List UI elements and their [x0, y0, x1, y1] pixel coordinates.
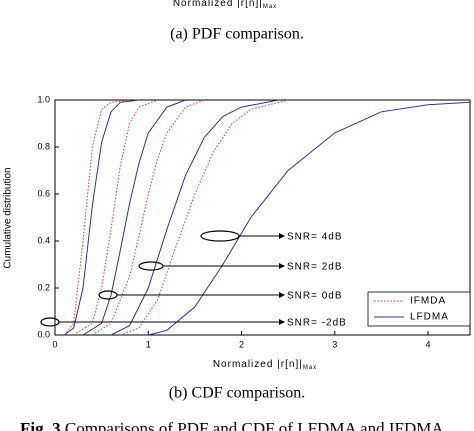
legend-label: LFDMA	[410, 312, 449, 323]
cdf-line	[82, 99, 186, 336]
annotation-label: SNR= 4dB	[287, 232, 343, 243]
legend-box	[367, 291, 471, 327]
figure-caption-text: Comparisons of PDF and CDF of LFDMA and …	[61, 419, 445, 431]
y-tick-label: 0.8	[37, 141, 50, 151]
legend-label: IFMDA	[410, 296, 446, 307]
x-axis-label: Normalized |r[n]|Max	[213, 359, 317, 371]
y-tick-label: 0.6	[37, 188, 50, 198]
annotation-label: SNR= -2dB	[287, 318, 347, 329]
x-tick-label: 0	[52, 339, 57, 349]
annotation-ellipse	[40, 317, 60, 327]
x-tick-label: 1	[146, 339, 151, 349]
y-tick-label: 0.4	[37, 235, 50, 245]
x-axis-label-text: Normalized |r[n]|	[213, 359, 303, 370]
y-tick-label: 0.0	[37, 329, 50, 339]
top-axis-label-text: Normalized |r[n]|	[173, 0, 263, 9]
annotation-ellipse	[138, 261, 164, 271]
cdf-line	[63, 99, 130, 336]
x-tick-label: 2	[239, 339, 244, 349]
x-tick-label: 3	[332, 339, 337, 349]
y-tick-label: 0.2	[37, 282, 50, 292]
cdf-line	[92, 99, 205, 336]
cdf-line	[148, 101, 471, 336]
y-axis-label: Cumulative distribution	[3, 167, 14, 268]
plot-frame	[54, 99, 471, 336]
y-tick-label: 1.0	[37, 94, 50, 104]
figure-caption: Fig. 3 Comparisons of PDF and CDF of LFD…	[20, 419, 444, 431]
annotation-label: SNR= 0dB	[287, 291, 343, 302]
top-axis-label-sub: Max	[263, 4, 277, 10]
figure-label: Fig. 3	[20, 419, 61, 431]
annotation-label: SNR= 2dB	[287, 262, 343, 273]
cdf-line	[73, 99, 158, 336]
x-tick-label: 4	[426, 339, 431, 349]
annotation-arrowhead	[279, 263, 285, 269]
cdf-line	[63, 99, 139, 336]
caption-b: (b) CDF comparison.	[169, 385, 305, 402]
annotation-ellipse	[200, 230, 240, 242]
cdf-line	[120, 99, 289, 336]
x-axis-label-sub: Max	[303, 365, 317, 371]
annotation-arrowhead	[279, 292, 285, 298]
top-axis-label: Normalized |r[n]|Max	[173, 0, 277, 10]
annotation-arrowhead	[279, 233, 285, 239]
annotation-arrowhead	[279, 319, 285, 325]
annotation-ellipse	[98, 290, 118, 300]
cdf-line	[110, 99, 279, 336]
caption-a: (a) PDF comparison.	[170, 26, 304, 43]
